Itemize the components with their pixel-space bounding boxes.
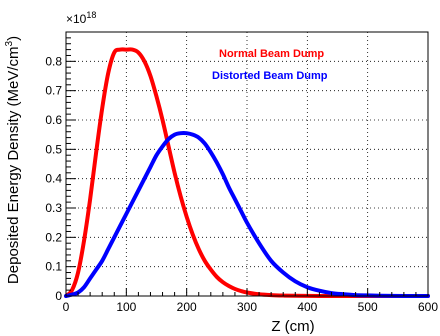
grid <box>66 32 428 296</box>
x-tick-label: 100 <box>116 300 136 314</box>
x-tick-label: 0 <box>63 300 70 314</box>
legend-item-distorted-beam-dump: Distorted Beam Dump <box>212 70 328 82</box>
y-multiplier: ×1018 <box>66 10 96 26</box>
y-axis-title: Deposited Energy Density (MeV/cm3) <box>4 36 22 284</box>
y-axis-title-main: Deposited Energy Density (MeV/cm <box>5 46 22 284</box>
y-tick-label: 0.3 <box>45 201 62 215</box>
axis-ticks <box>65 37 429 297</box>
x-tick-label: 300 <box>237 300 257 314</box>
y-axis-title-close: ) <box>5 36 22 41</box>
legend: Normal Beam Dump Distorted Beam Dump <box>212 48 328 82</box>
x-tick-label: 500 <box>358 300 378 314</box>
y-tick-label: 0.8 <box>45 54 62 68</box>
y-tick-label: 0.4 <box>45 172 62 186</box>
y-tick-label: 0.6 <box>45 113 62 127</box>
x-tick-label: 600 <box>418 300 438 314</box>
legend-item-normal-beam-dump: Normal Beam Dump <box>219 48 324 60</box>
y-multiplier-exponent: 18 <box>86 10 96 20</box>
y-tick-label: 0.7 <box>45 84 62 98</box>
y-tick-label: 0.5 <box>45 142 62 156</box>
y-tick-label: 0 <box>55 289 62 303</box>
x-axis-title: Z (cm) <box>271 318 314 335</box>
x-tick-label: 400 <box>297 300 317 314</box>
x-tick-label: 200 <box>177 300 197 314</box>
y-tick-label: 0.2 <box>45 230 62 244</box>
y-axis-title-superscript: 3 <box>4 40 15 46</box>
y-multiplier-base: ×10 <box>66 12 87 26</box>
y-tick-label: 0.1 <box>45 260 62 274</box>
series-line-distorted-beam-dump <box>64 131 430 299</box>
tick-labels: 0 100 200 300 400 500 600 0 0.1 0.2 0.3 0.4 0.5 0.6 0.… <box>45 54 438 314</box>
